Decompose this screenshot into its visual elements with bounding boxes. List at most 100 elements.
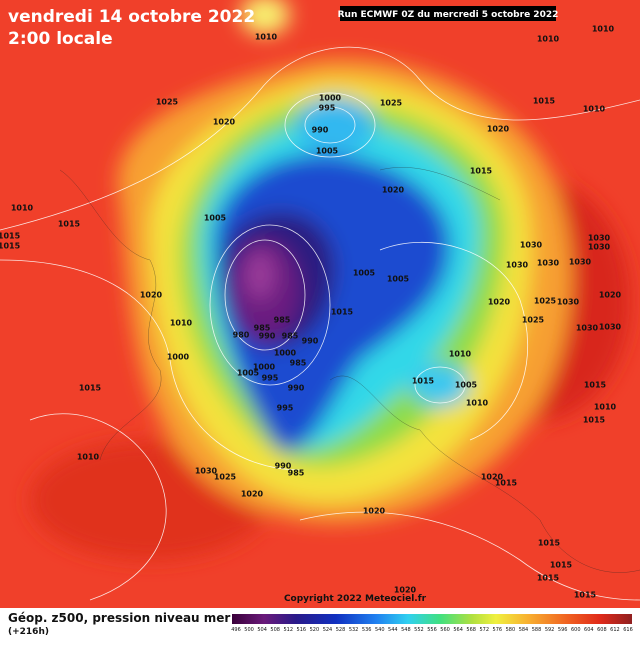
isobar-label: 1015	[538, 539, 561, 548]
isobar-label: 1010	[170, 319, 193, 328]
isobar-label: 1015	[550, 561, 573, 570]
colorbar-label: 568	[466, 627, 476, 633]
colorbar-label: 532	[349, 627, 359, 633]
colorbar-label: 512	[283, 627, 293, 633]
isobar-label: 1010	[537, 35, 560, 44]
isobar-label: 985	[254, 324, 271, 333]
isobar-label: 1005	[316, 147, 339, 156]
isobar-label: 1015	[0, 232, 21, 241]
map	[0, 0, 640, 608]
isobar-label: 985	[274, 316, 291, 325]
isobar-label: 1020	[241, 490, 264, 499]
isobar-label: 1010	[466, 399, 489, 408]
colorbar-label: 548	[401, 627, 411, 633]
colorbar-label: 504	[257, 627, 267, 633]
isobar-label: 1030	[576, 324, 599, 333]
colorbar-labels: 496 500 504 508 512 516 520 524 528 532 536 540 544 5…	[231, 627, 633, 633]
colorbar-label: 540	[375, 627, 385, 633]
isobar-label: 1025	[214, 473, 237, 482]
isobar-label: 1030	[557, 298, 580, 307]
colorbar-label: 560	[440, 627, 450, 633]
isobar-label: 995	[319, 104, 336, 113]
isobar-label: 1015	[574, 591, 597, 600]
isobar-label: 1010	[583, 105, 606, 114]
isobar-label: 995	[277, 404, 294, 413]
isobar-label: 985	[290, 359, 307, 368]
isobar-label: 985	[288, 469, 305, 478]
isobar-label: 1020	[481, 473, 504, 482]
isobar-label: 1030	[588, 243, 611, 252]
colorbar-label: 524	[323, 627, 333, 633]
isobar-label: 1000	[167, 353, 190, 362]
colorbar-label: 580	[506, 627, 516, 633]
colorbar-label: 592	[545, 627, 555, 633]
isobar-label: 1020	[213, 118, 236, 127]
isobar-label: 1015	[331, 308, 354, 317]
colorbar-label: 556	[427, 627, 437, 633]
colorbar-label: 588	[532, 627, 542, 633]
copyright: Copyright 2022 Meteociel.fr	[284, 594, 427, 604]
isobar-label: 1000	[274, 349, 297, 358]
colorbar-label: 572	[479, 627, 489, 633]
isobar-label: 1015	[412, 377, 435, 386]
isobar-label: 1010	[449, 350, 472, 359]
isobar-label: 1015	[58, 220, 81, 229]
isobar-label: 990	[288, 384, 305, 393]
isobar-label: 1005	[387, 275, 410, 284]
footer-title: Géop. z500, pression niveau mer	[8, 611, 230, 625]
isobar-label: 1020	[488, 298, 511, 307]
isobar-label: 1020	[363, 507, 386, 516]
colorbar-label: 608	[597, 627, 607, 633]
isobar-label: 1000	[319, 94, 342, 103]
colorbar-label: 544	[388, 627, 398, 633]
isobar-label: 990	[259, 332, 276, 341]
isobar-label: 1020	[599, 291, 622, 300]
colorbar-label: 596	[558, 627, 568, 633]
isobar-label: 1015	[470, 167, 493, 176]
colorbar-label: 496	[231, 627, 241, 633]
isobar-label: 1030	[506, 261, 529, 270]
colorbar-label: 528	[336, 627, 346, 633]
isobar-label: 1005	[237, 369, 260, 378]
colorbar-label: 520	[310, 627, 320, 633]
colorbar-label: 564	[453, 627, 463, 633]
colorbar-label: 576	[493, 627, 503, 633]
isobar-label: 980	[233, 331, 250, 340]
isobar-label: 985	[282, 332, 299, 341]
isobar-label: 1005	[353, 269, 376, 278]
isobar-label: 1015	[495, 479, 518, 488]
isobar-label: 1025	[156, 98, 179, 107]
time: 2:00 locale	[8, 29, 113, 49]
isobar-label: 1030	[537, 259, 560, 268]
run-info: Run ECMWF 0Z du mercredi 5 octobre 2022	[338, 10, 559, 20]
isobar-label: 1015	[533, 97, 556, 106]
colorbar-label: 604	[584, 627, 594, 633]
isobar-label: 990	[275, 462, 292, 471]
isobar-label: 1025	[380, 99, 403, 108]
isobar-label: 1030	[195, 467, 218, 476]
isobar-label: 995	[262, 374, 279, 383]
colorbar-label: 516	[297, 627, 307, 633]
colorbar-label: 500	[244, 627, 254, 633]
isobar-label: 1030	[588, 234, 611, 243]
isobar-label: 990	[302, 337, 319, 346]
isobar-label: 1010	[11, 204, 34, 213]
isobar-label: 1025	[534, 297, 557, 306]
isobar-label: 1025	[522, 316, 545, 325]
isobar-label: 1030	[569, 258, 592, 267]
isobar-label: 1020	[394, 586, 417, 595]
isobar-label: 1015	[584, 381, 607, 390]
colorbar-label: 600	[571, 627, 581, 633]
isobar-label: 1015	[537, 574, 560, 583]
colorbar-label: 584	[519, 627, 529, 633]
lead-time: (+216h)	[8, 627, 49, 637]
isobar-label: 1010	[592, 25, 615, 34]
isobar-label: 1010	[77, 453, 100, 462]
isobar-label: 1020	[382, 186, 405, 195]
isobar-label: 990	[312, 126, 329, 135]
isobar-label: 1030	[599, 323, 622, 332]
isobar-label: 1005	[455, 381, 478, 390]
isobar-label: 1020	[140, 291, 163, 300]
